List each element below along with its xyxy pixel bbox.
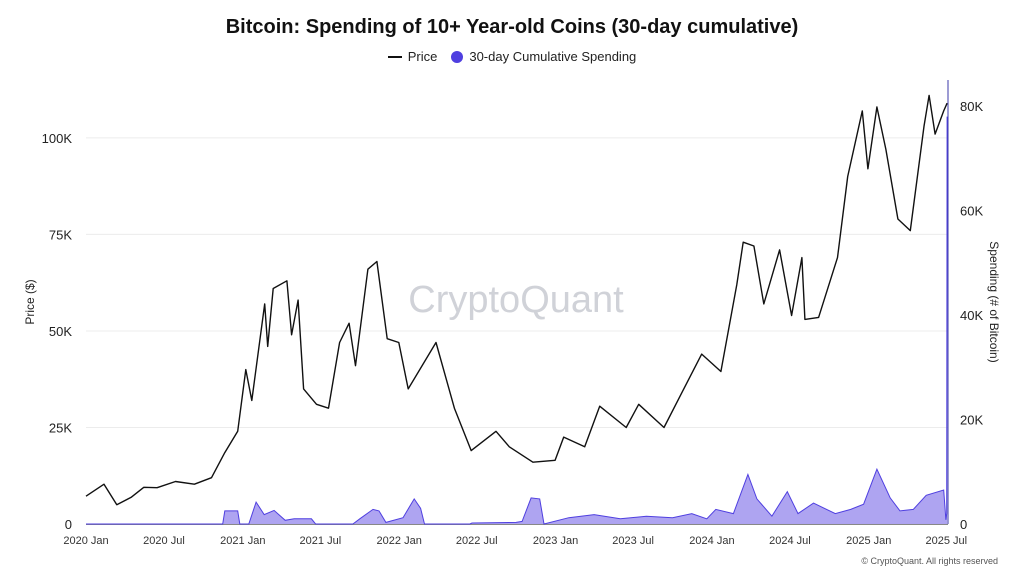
x-tick-label: 2020 Jul xyxy=(143,535,185,547)
x-tick-label: 2025 Jan xyxy=(846,535,891,547)
y-left-tick-label: 0 xyxy=(65,517,72,532)
y-right-axis-label: Spending (# of Bitcoin) xyxy=(987,241,1001,362)
y-left-tick-label: 75K xyxy=(49,227,72,242)
x-tick-label: 2021 Jan xyxy=(220,535,265,547)
x-tick-label: 2024 Jan xyxy=(689,535,734,547)
x-tick-label: 2021 Jul xyxy=(300,535,342,547)
y-left-tick-label: 100K xyxy=(42,131,73,146)
y-right-tick-label: 60K xyxy=(960,204,983,219)
legend-label-price: Price xyxy=(407,49,438,64)
legend-label-spending: 30-day Cumulative Spending xyxy=(469,49,637,64)
spending-dot-swatch xyxy=(451,50,464,63)
x-tick-label: 2022 Jul xyxy=(456,535,498,547)
spending-line xyxy=(86,116,948,525)
x-tick-label: 2020 Jan xyxy=(63,535,108,547)
price-line xyxy=(85,94,948,506)
y-right-tick-label: 20K xyxy=(960,413,983,428)
legend-item-spending[interactable]: 30-day Cumulative Spending xyxy=(451,49,636,64)
x-tick-label: 2025 Jul xyxy=(925,535,967,547)
y-right-tick-label: 40K xyxy=(960,308,983,323)
chart-title: Bitcoin: Spending of 10+ Year-old Coins … xyxy=(225,16,799,38)
chart-legend: Price 30-day Cumulative Spending xyxy=(0,49,1024,64)
x-tick-label: 2024 Jul xyxy=(769,535,811,547)
x-tick-label: 2022 Jan xyxy=(377,535,422,547)
price-line-swatch xyxy=(387,55,402,58)
x-tick-label: 2023 Jul xyxy=(612,535,654,547)
y-left-tick-label: 50K xyxy=(49,324,72,339)
y-right-tick-label: 80K xyxy=(960,99,983,114)
legend-item-price[interactable]: Price xyxy=(387,49,438,64)
copyright-notice: © CryptoQuant. All rights reserved xyxy=(861,556,998,566)
x-tick-label: 2023 Jan xyxy=(533,535,578,547)
y-right-tick-label: 0 xyxy=(960,517,967,532)
watermark-text: CryptoQuant xyxy=(408,279,624,321)
y-left-axis-label: Price ($) xyxy=(23,279,37,324)
y-left-tick-label: 25K xyxy=(49,420,72,435)
